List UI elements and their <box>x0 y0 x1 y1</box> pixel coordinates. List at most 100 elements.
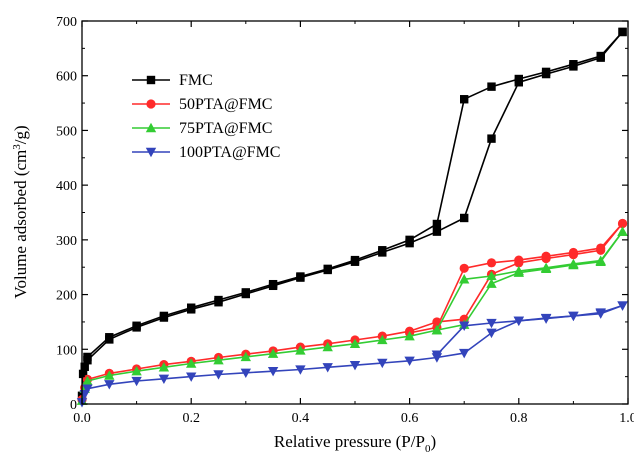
data-point-fmc-desorption <box>596 51 605 61</box>
data-point-fmc-adsorption <box>78 369 88 379</box>
data-point-100pta-fmc-adsorption <box>459 348 470 359</box>
data-point-75pta-fmc-desorption <box>617 226 628 236</box>
data-point-75pta-fmc-adsorption <box>486 278 497 288</box>
plot-layer <box>76 27 628 408</box>
legend-label-75pta-fmc: 75PTA@FMC <box>179 120 272 137</box>
data-point-fmc-desorption <box>214 295 223 305</box>
data-point-100pta-fmc-adsorption <box>158 374 170 385</box>
data-point-75pta-fmc-adsorption <box>131 365 142 376</box>
data-point-75pta-fmc-adsorption <box>267 348 279 358</box>
data-point-fmc-desorption <box>541 67 551 77</box>
x-tick-label: 0.4 <box>292 411 310 426</box>
data-point-100pta-fmc-adsorption <box>82 384 93 394</box>
legend-marker-75pta-fmc <box>145 122 157 133</box>
data-point-100pta-fmc-adsorption <box>240 368 251 379</box>
data-point-75pta-fmc-adsorption <box>104 370 115 380</box>
data-point-75pta-fmc-adsorption <box>158 362 170 372</box>
data-point-100pta-fmc-desorption <box>540 314 552 324</box>
data-point-50pta-fmc-desorption <box>459 263 469 273</box>
x-tick-label: 0.6 <box>401 411 419 426</box>
series-line-100pta-fmc-desorption <box>436 304 623 356</box>
series-line-50pta-fmc-adsorption <box>81 222 624 400</box>
data-point-100pta-fmc-adsorption <box>104 380 115 390</box>
legend-label-100pta-fmc: 100PTA@FMC <box>179 144 280 161</box>
y-tick-label: 100 <box>56 343 77 358</box>
data-point-100pta-fmc-desorption <box>617 301 628 311</box>
data-point-fmc-desorption <box>350 255 360 265</box>
y-tick-label: 500 <box>56 124 77 139</box>
data-point-75pta-fmc-desorption <box>540 262 552 272</box>
data-point-fmc-desorption <box>323 264 332 274</box>
y-tick-label: 600 <box>56 70 77 85</box>
y-tick-label: 700 <box>56 15 77 30</box>
y-axis-label: Volume adsorbed (cm3/g) <box>11 125 30 298</box>
data-point-75pta-fmc-desorption <box>513 265 524 276</box>
data-point-50pta-fmc-desorption <box>514 255 524 265</box>
data-point-100pta-fmc-adsorption <box>131 376 142 387</box>
data-point-75pta-fmc-adsorption <box>82 375 93 386</box>
y-tick-label: 200 <box>56 289 77 304</box>
data-point-75pta-fmc-desorption <box>595 255 606 265</box>
data-point-100pta-fmc-adsorption <box>295 365 306 375</box>
data-point-100pta-fmc-desorption <box>431 350 443 360</box>
data-point-50pta-fmc-desorption <box>596 243 606 253</box>
data-point-fmc-desorption <box>618 27 627 37</box>
series-line-75pta-fmc-desorption <box>436 231 624 331</box>
data-point-75pta-fmc-adsorption <box>404 330 415 341</box>
data-point-fmc-desorption <box>432 219 442 229</box>
data-point-fmc-desorption <box>187 303 196 312</box>
data-point-75pta-fmc-adsorption <box>322 341 333 352</box>
data-point-fmc-desorption <box>378 246 387 255</box>
x-tick-label: 0.2 <box>182 411 200 426</box>
data-point-fmc-desorption <box>105 333 114 342</box>
data-point-100pta-fmc-adsorption <box>267 366 279 377</box>
data-point-100pta-fmc-desorption <box>459 321 470 331</box>
data-point-fmc-adsorption <box>432 227 442 236</box>
legend-label-fmc: FMC <box>179 72 213 89</box>
data-point-75pta-fmc-desorption <box>568 258 579 269</box>
data-point-fmc-desorption <box>405 235 414 245</box>
data-point-100pta-fmc-desorption <box>486 318 497 329</box>
legend-marker-50pta-fmc <box>146 99 156 109</box>
tick-layer: 0.0 0.2 0.4 0.6 0.8 1.0 0 100 200 300 400 500 600 700 <box>56 15 634 426</box>
data-point-fmc-desorption <box>132 321 141 330</box>
data-point-75pta-fmc-adsorption <box>186 358 197 368</box>
x-tick-label: 0.0 <box>73 411 91 426</box>
data-point-fmc-desorption <box>83 352 92 362</box>
data-point-75pta-fmc-desorption <box>459 274 470 284</box>
data-point-fmc-adsorption <box>80 362 89 371</box>
legend-marker-100pta-fmc <box>145 147 157 158</box>
data-point-100pta-fmc-adsorption <box>213 370 224 380</box>
legend-label-50pta-fmc: 50PTA@FMC <box>179 96 272 113</box>
data-point-50pta-fmc-desorption <box>617 218 628 229</box>
data-point-100pta-fmc-adsorption <box>186 372 197 382</box>
data-point-50pta-fmc-desorption <box>486 258 497 268</box>
data-point-fmc-adsorption <box>487 134 496 143</box>
data-point-75pta-fmc-desorption <box>431 324 443 335</box>
data-point-fmc-desorption <box>159 311 169 321</box>
data-point-75pta-fmc-adsorption <box>377 334 388 345</box>
data-point-fmc-adsorption <box>460 213 469 223</box>
x-axis-label: Relative pressure (P/P0) <box>274 432 436 455</box>
x-tick-label: 1.0 <box>619 411 634 426</box>
data-point-50pta-fmc-desorption <box>541 251 551 261</box>
data-point-75pta-fmc-desorption <box>486 270 497 281</box>
legend-marker-fmc <box>146 75 156 85</box>
data-point-100pta-fmc-adsorption <box>349 360 361 371</box>
data-point-fmc-desorption <box>241 288 250 297</box>
data-point-75pta-fmc-adsorption <box>213 355 224 365</box>
data-point-50pta-fmc-desorption <box>568 247 579 258</box>
data-point-fmc-desorption <box>487 82 496 91</box>
data-point-fmc-desorption <box>268 279 278 289</box>
y-tick-label: 0 <box>70 398 77 413</box>
data-point-100pta-fmc-adsorption <box>404 356 415 366</box>
data-point-100pta-fmc-adsorption <box>377 358 388 369</box>
legend: FMC 50PTA@FMC 75PTA@FMC 100PTA@FMC <box>132 72 280 161</box>
x-tick-label: 0.8 <box>510 411 528 426</box>
data-point-fmc-desorption <box>514 74 523 84</box>
series-line-50pta-fmc-desorption <box>409 222 624 334</box>
data-point-fmc-desorption <box>569 60 578 69</box>
data-point-100pta-fmc-desorption <box>513 316 524 327</box>
data-point-fmc-desorption <box>296 272 305 281</box>
